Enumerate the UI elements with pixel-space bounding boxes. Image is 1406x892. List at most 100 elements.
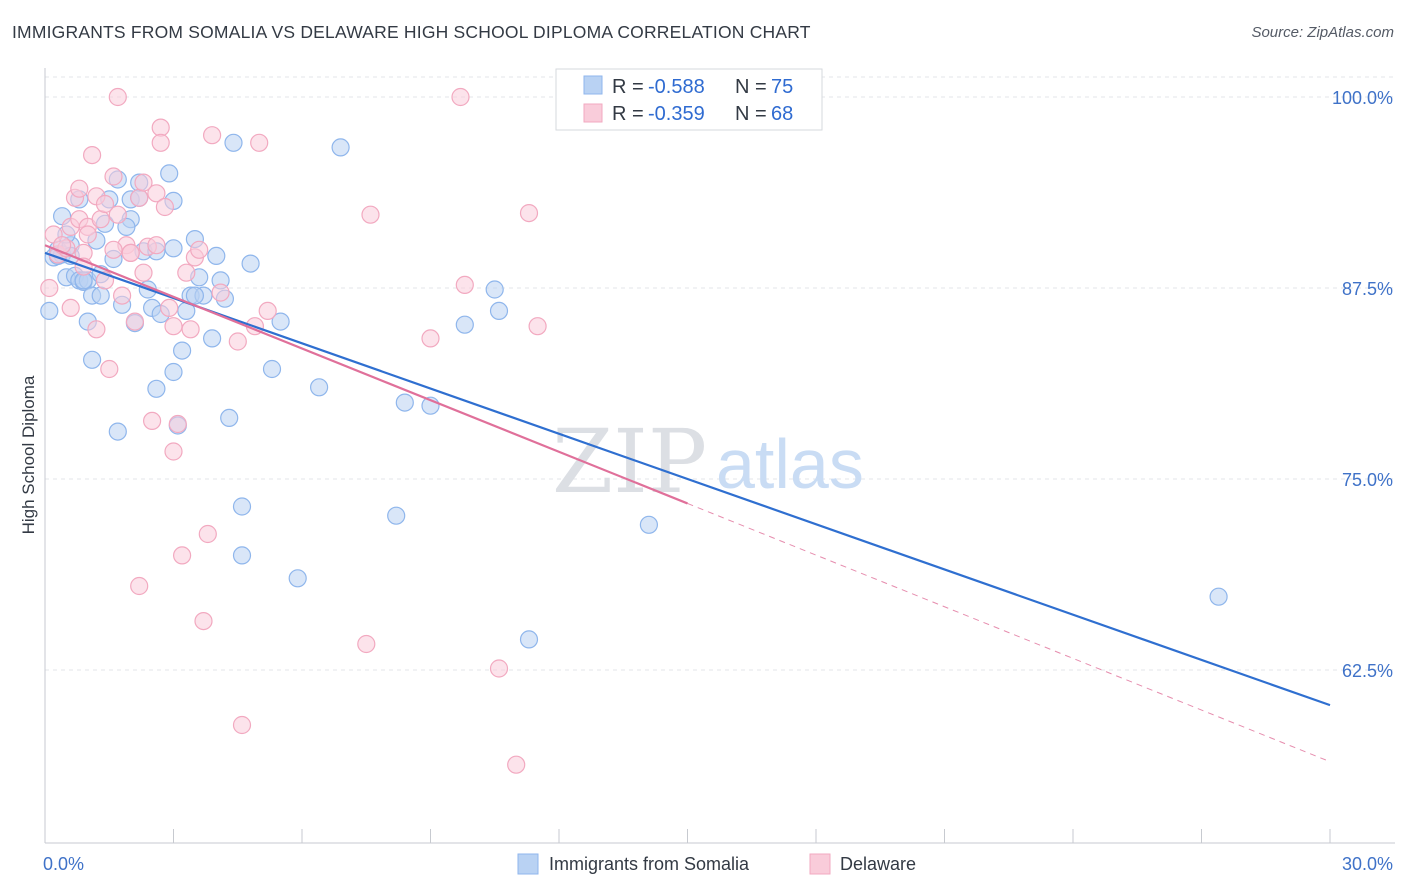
legend-box: R = -0.588 N = 75 R = -0.359 N = 68 — [555, 68, 823, 131]
data-point-delaware — [121, 243, 140, 262]
data-point-delaware — [130, 188, 149, 207]
data-point-delaware — [507, 755, 526, 774]
data-point-somalia — [164, 239, 183, 258]
y-tick-label: 62.5% — [1342, 661, 1393, 681]
data-point-delaware — [228, 332, 247, 351]
data-point-somalia — [519, 630, 539, 649]
legend-r-label-2: R = — [612, 103, 644, 125]
data-point-somalia — [91, 286, 110, 305]
data-point-somalia — [185, 286, 204, 305]
data-point-delaware — [108, 205, 127, 224]
y-tick-label: 87.5% — [1342, 279, 1393, 299]
legend-swatch-somalia — [583, 75, 603, 95]
trend-line-somalia — [44, 251, 1331, 707]
watermark: ZIP atlas — [552, 410, 864, 513]
data-point-delaware — [78, 225, 97, 244]
data-point-somalia — [262, 359, 282, 379]
chart-source: Source: ZipAtlas.com — [1251, 24, 1394, 41]
data-point-somalia — [232, 497, 252, 516]
data-point-delaware — [82, 146, 102, 165]
trend-line-delaware — [44, 244, 688, 505]
legend-r-value-1: -0.588 — [648, 76, 705, 98]
data-point-delaware — [232, 715, 252, 735]
data-point-delaware — [112, 286, 132, 305]
data-point-somalia — [485, 280, 504, 299]
legend-n-value-1: 75 — [771, 76, 793, 98]
bottom-legend: Immigrants from Somalia Delaware — [517, 853, 916, 875]
data-point-somalia — [207, 246, 226, 265]
data-point-delaware — [134, 173, 153, 192]
y-tick-label: 100.0% — [1332, 88, 1393, 108]
trend-line-delaware-extension — [687, 502, 1331, 763]
data-point-somalia — [271, 312, 290, 331]
legend-r-value-2: -0.359 — [648, 103, 705, 125]
data-point-delaware — [151, 133, 170, 152]
data-point-delaware — [40, 278, 59, 298]
data-point-delaware — [134, 263, 153, 282]
y-axis-label: High School Diploma — [19, 375, 38, 534]
data-point-delaware — [164, 442, 183, 461]
data-point-delaware — [455, 275, 474, 294]
data-point-delaware — [143, 411, 162, 430]
data-point-somalia — [395, 393, 414, 412]
data-point-somalia — [639, 515, 659, 534]
data-point-delaware — [181, 320, 200, 339]
data-point-delaware — [203, 126, 222, 145]
points-layer — [40, 87, 1228, 774]
bottom-legend-swatch-delaware — [809, 853, 831, 875]
data-point-delaware — [104, 240, 123, 259]
data-point-delaware — [519, 204, 539, 223]
data-point-delaware — [104, 167, 123, 186]
data-point-delaware — [361, 205, 380, 224]
data-point-delaware — [173, 546, 192, 565]
data-point-delaware — [168, 414, 187, 434]
data-point-delaware — [190, 240, 209, 259]
data-point-somalia — [489, 301, 509, 320]
bottom-legend-label-delaware: Delaware — [840, 854, 916, 874]
data-point-delaware — [528, 317, 547, 336]
watermark-zip: ZIP — [552, 410, 707, 513]
data-point-delaware — [147, 236, 166, 255]
data-point-delaware — [421, 329, 440, 348]
data-point-delaware — [130, 576, 149, 596]
data-point-delaware — [155, 197, 174, 217]
legend-n-label-2: N = — [735, 103, 767, 125]
data-point-delaware — [160, 298, 179, 317]
data-point-delaware — [198, 524, 217, 544]
data-point-delaware — [95, 194, 115, 214]
legend-r-label-1: R = — [612, 76, 644, 98]
data-point-delaware — [125, 312, 144, 331]
data-point-somalia — [82, 350, 102, 369]
data-point-delaware — [250, 133, 269, 152]
data-point-somalia — [108, 422, 127, 441]
data-point-delaware — [100, 359, 119, 379]
data-point-somalia — [288, 569, 307, 588]
data-point-delaware — [451, 87, 470, 107]
legend-swatch-delaware — [583, 103, 603, 123]
chart-title: IMMIGRANTS FROM SOMALIA VS DELAWARE HIGH… — [12, 22, 811, 42]
x-tick-label: 0.0% — [43, 854, 84, 874]
data-point-somalia — [331, 138, 350, 157]
data-point-delaware — [70, 179, 89, 198]
data-point-delaware — [194, 611, 213, 631]
data-point-delaware — [151, 118, 170, 137]
data-point-somalia — [232, 546, 252, 565]
data-point-somalia — [310, 378, 329, 397]
data-point-somalia — [387, 506, 406, 525]
axis-layer: 100.0% 87.5% 75.0% 62.5% 0.0% 30.0% — [43, 68, 1395, 874]
data-point-somalia — [40, 301, 59, 320]
bottom-legend-label-somalia: Immigrants from Somalia — [549, 854, 750, 874]
data-point-delaware — [258, 301, 277, 320]
trend-layer — [44, 244, 1331, 763]
data-point-delaware — [87, 320, 106, 339]
data-point-delaware — [147, 184, 166, 203]
legend-n-label-1: N = — [735, 76, 767, 98]
data-point-somalia — [455, 315, 474, 334]
y-tick-label: 75.0% — [1342, 470, 1393, 490]
data-point-somalia — [224, 133, 243, 152]
data-point-delaware — [489, 659, 509, 678]
data-point-delaware — [177, 263, 196, 282]
data-point-delaware — [91, 210, 110, 229]
x-tick-label: 30.0% — [1342, 854, 1393, 874]
